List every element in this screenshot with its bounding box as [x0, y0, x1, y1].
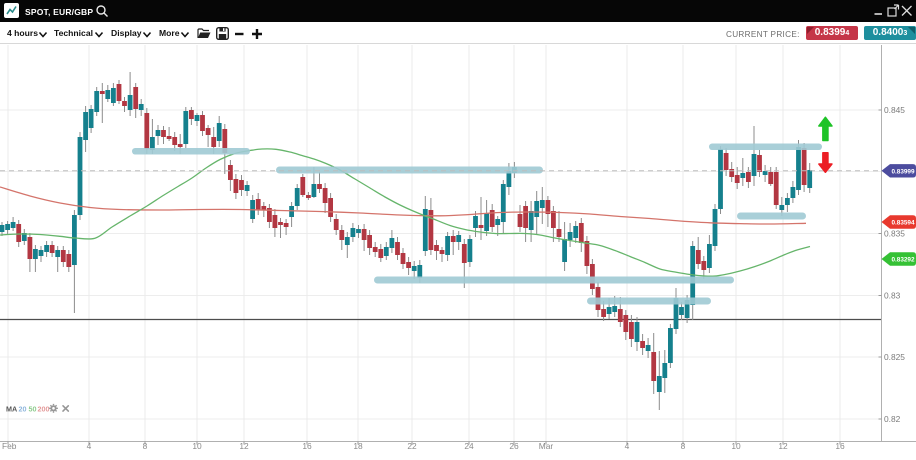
svg-text:24: 24 — [464, 441, 474, 451]
svg-text:12: 12 — [239, 441, 249, 451]
svg-text:16: 16 — [835, 441, 845, 451]
svg-text:0.83594: 0.83594 — [891, 220, 915, 227]
svg-text:12: 12 — [778, 441, 788, 451]
svg-text:4: 4 — [625, 441, 630, 451]
svg-text:26: 26 — [509, 441, 519, 451]
svg-text:MA: MA — [6, 405, 17, 414]
svg-text:8: 8 — [681, 441, 686, 451]
svg-text:10: 10 — [192, 441, 202, 451]
svg-text:16: 16 — [302, 441, 312, 451]
svg-text:0.845: 0.845 — [884, 105, 905, 115]
svg-text:22: 22 — [407, 441, 417, 451]
svg-text:Mar: Mar — [539, 441, 554, 451]
svg-text:200: 200 — [38, 405, 50, 414]
svg-text:50: 50 — [29, 405, 37, 414]
svg-text:18: 18 — [353, 441, 363, 451]
svg-text:0.82: 0.82 — [884, 414, 901, 424]
svg-text:0.83999: 0.83999 — [891, 168, 915, 175]
svg-text:0.83292: 0.83292 — [891, 257, 915, 264]
svg-text:0.825: 0.825 — [884, 352, 905, 362]
svg-text:10: 10 — [731, 441, 741, 451]
svg-text:0.835: 0.835 — [884, 229, 905, 239]
svg-text:20: 20 — [19, 405, 27, 414]
svg-text:4: 4 — [87, 441, 92, 451]
svg-text:0.83: 0.83 — [884, 291, 901, 301]
svg-text:8: 8 — [143, 441, 148, 451]
svg-text:Feb: Feb — [2, 441, 17, 451]
